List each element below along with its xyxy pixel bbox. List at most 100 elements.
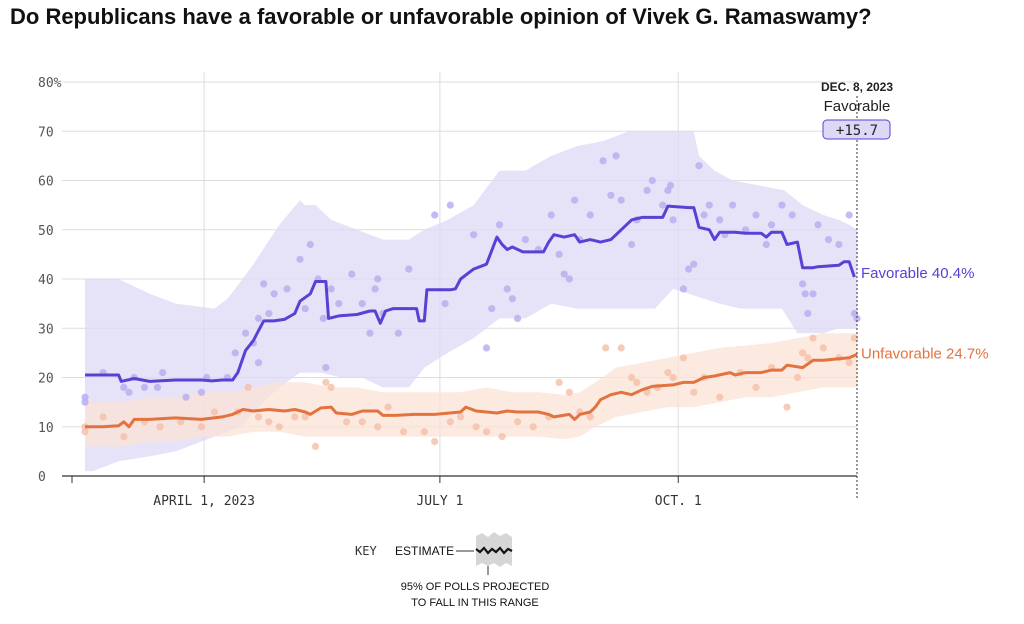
favorable-poll-point — [565, 275, 574, 283]
favorable-poll-point — [799, 280, 807, 288]
unfavorable-poll-point — [783, 403, 791, 411]
favorable-poll-point — [617, 196, 625, 204]
estimate-lines — [85, 204, 858, 429]
favorable-end-label: Favorable 40.4% — [861, 265, 974, 282]
favorable-poll-point — [197, 388, 206, 396]
y-tick-label: 40 — [38, 273, 54, 288]
unfavorable-poll-point — [275, 423, 283, 431]
favorable-poll-point — [705, 201, 713, 209]
favorable-poll-point — [648, 176, 656, 185]
unfavorable-poll-point — [845, 359, 853, 367]
unfavorable-poll-point — [420, 428, 428, 436]
unfavorable-poll-point — [643, 388, 651, 396]
favorable-poll-point — [788, 211, 796, 219]
key-estimate-swatch — [475, 546, 513, 555]
favorable-poll-point — [508, 295, 516, 303]
unfavorable-poll-point — [664, 369, 672, 377]
favorable-poll-point — [824, 236, 833, 244]
favorable-poll-point — [488, 305, 496, 313]
favorable-poll-point — [182, 393, 190, 401]
unfavorable-poll-point — [586, 413, 594, 421]
y-tick-label: 10 — [38, 421, 54, 436]
key-range-label-line2: TO FALL IN THIS RANGE — [411, 597, 539, 609]
favorable-poll-point — [125, 388, 133, 396]
favorable-poll-point — [804, 309, 812, 318]
unfavorable-poll-point — [358, 418, 366, 426]
unfavorable-poll-point — [322, 378, 330, 386]
unfavorable-poll-point — [529, 423, 537, 431]
unfavorable-poll-point — [265, 418, 273, 426]
favorable-poll-point — [470, 231, 478, 239]
unfavorable-poll-point — [384, 403, 392, 411]
favorable-poll-point — [628, 240, 636, 249]
favorable-poll-point — [358, 300, 366, 308]
unfavorable-poll-point — [311, 442, 320, 450]
favorable-poll-point — [845, 211, 853, 219]
favorable-poll-point — [254, 314, 263, 322]
favorable-poll-point — [446, 201, 454, 209]
unfavorable-poll-point — [457, 413, 465, 421]
favorable-poll-point — [809, 290, 817, 298]
net-value-badge — [822, 119, 891, 140]
key-estimate-label: ESTIMATE — [395, 544, 454, 558]
favorable-poll-point — [348, 270, 356, 278]
favorable-poll-point — [270, 290, 278, 298]
unfavorable-poll-point — [400, 428, 408, 436]
y-tick-label: 80% — [38, 76, 62, 91]
favorable-poll-point — [231, 349, 239, 357]
favorable-poll-point — [514, 314, 522, 322]
favorable-poll-point — [679, 285, 688, 293]
unfavorable-poll-point — [669, 373, 677, 382]
unfavorable-poll-point — [120, 433, 128, 441]
favorable-poll-point — [283, 285, 291, 293]
y-tick-label: 0 — [38, 470, 46, 485]
annotation-label: Favorable — [824, 98, 891, 115]
favorable-poll-point — [495, 221, 504, 229]
favorable-poll-point — [560, 270, 568, 278]
favorable-poll-point — [327, 285, 335, 293]
unfavorable-poll-point — [254, 413, 263, 421]
unfavorable-poll-point — [446, 418, 454, 426]
unfavorable-poll-point — [602, 344, 610, 352]
favorable-poll-point — [814, 221, 822, 229]
favorable-poll-point — [140, 383, 149, 391]
x-tick-label: JULY 1 — [416, 494, 463, 509]
favorable-poll-point — [767, 221, 776, 229]
unfavorable-poll-point — [804, 354, 812, 362]
unfavorable-poll-point — [679, 354, 688, 362]
favorable-poll-point — [482, 344, 491, 352]
net-value: +15.7 — [836, 123, 878, 139]
unfavorable-poll-point — [793, 373, 802, 382]
y-tick-label: 50 — [38, 224, 54, 239]
unfavorable-poll-point — [210, 408, 219, 416]
unfavorable-poll-point — [555, 378, 563, 386]
favorable-poll-point — [700, 211, 708, 219]
unfavorable-poll-point — [177, 418, 185, 426]
favorable-poll-point — [643, 186, 651, 194]
favorable-poll-point — [254, 359, 263, 367]
unfavorable-poll-point — [565, 388, 574, 396]
unfavorable-poll-point — [472, 423, 480, 431]
favorable-poll-point — [835, 240, 843, 249]
unfavorable-poll-point — [752, 383, 760, 391]
unfavorable-poll-point — [514, 418, 522, 426]
unfavorable-poll-point — [633, 378, 641, 386]
favorable-poll-point — [335, 300, 343, 308]
unfavorable-poll-point — [301, 413, 309, 421]
unfavorable-poll-point — [431, 437, 439, 446]
favorable-poll-point — [441, 300, 449, 308]
favorable-poll-point — [853, 314, 861, 322]
x-tick-label: OCT. 1 — [655, 494, 702, 509]
favorable-poll-point — [695, 162, 703, 170]
favorable-poll-point — [669, 216, 677, 224]
favorable-poll-point — [431, 211, 439, 219]
favorable-poll-point — [666, 181, 675, 189]
favorable-poll-point — [571, 196, 579, 204]
unfavorable-poll-point — [327, 383, 335, 391]
unfavorable-poll-point — [482, 428, 491, 436]
favorable-poll-point — [394, 329, 402, 337]
favorable-poll-point — [685, 265, 693, 273]
y-tick-label: 70 — [38, 125, 54, 140]
annotation-date: DEC. 8, 2023 — [821, 80, 893, 94]
